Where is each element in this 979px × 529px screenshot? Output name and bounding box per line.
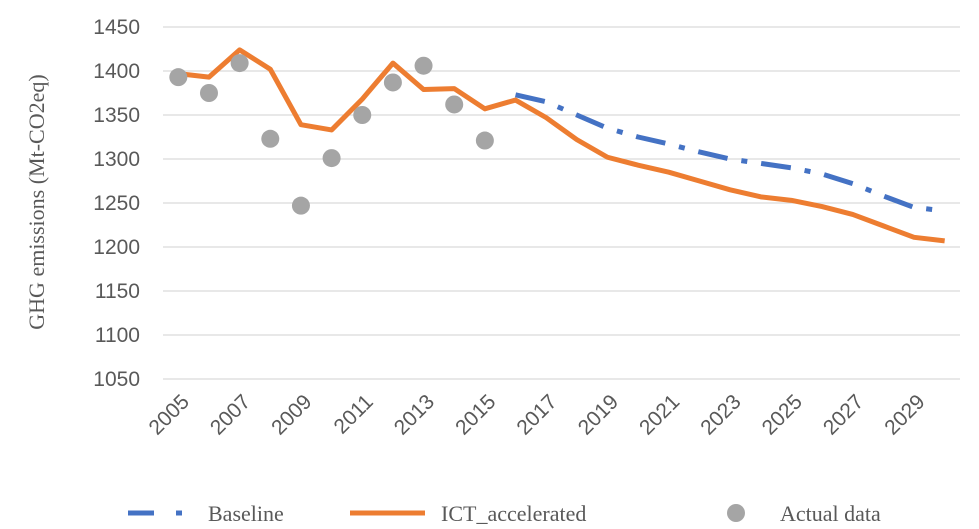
legend-item-baseline: Baseline <box>128 501 284 526</box>
x-axis-ticks: 2005 2007 2009 2011 2013 2015 2017 2019 2021 2023… <box>145 390 930 439</box>
data-point-2011 <box>353 106 372 124</box>
legend-item-ict-accelerated: ICT_accelerated <box>350 501 586 526</box>
y-tick-label-1150: 1150 <box>95 280 140 303</box>
legend-label: ICT_accelerated <box>441 501 586 526</box>
series-line <box>514 92 945 214</box>
y-tick-label-1300: 1300 <box>93 148 140 171</box>
data-point-2005 <box>169 68 188 87</box>
series-baseline <box>514 92 945 214</box>
x-tick-label-2007: 2007 <box>206 390 255 439</box>
x-tick-label-2015: 2015 <box>451 390 500 439</box>
x-tick-label-2009: 2009 <box>267 390 316 439</box>
x-tick-label-2017: 2017 <box>512 390 561 439</box>
x-tick-label-2021: 2021 <box>635 390 684 439</box>
x-tick-label-2027: 2027 <box>819 390 868 439</box>
data-point-2012 <box>383 73 402 92</box>
y-tick-label-1200: 1200 <box>93 236 140 259</box>
legend-label: Baseline <box>208 501 284 526</box>
y-tick-label-1250: 1250 <box>93 192 140 215</box>
x-tick-label-2025: 2025 <box>758 390 807 439</box>
data-point-2010 <box>322 149 341 168</box>
series-ict-accelerated <box>178 47 945 244</box>
x-tick-label-2011: 2011 <box>330 390 378 438</box>
x-tick-label-2013: 2013 <box>390 390 439 439</box>
y-tick-label-1450: 1450 <box>93 16 140 39</box>
legend-marker <box>727 504 745 522</box>
x-tick-label-2005: 2005 <box>145 390 194 439</box>
y-axis-ticks: 1050 1100 1150 1200 1250 1300 1350 1400 1450 <box>93 16 140 391</box>
y-tick-label-1350: 1350 <box>93 104 140 127</box>
gridlines <box>163 26 960 380</box>
y-axis-label: GHG emissions (Mt-CO2eq) <box>24 74 49 329</box>
series <box>169 47 945 244</box>
x-tick-label-2019: 2019 <box>574 390 623 439</box>
x-tick-label-2023: 2023 <box>696 390 745 439</box>
data-point-2007 <box>230 54 249 73</box>
legend-label: Actual data <box>780 501 881 526</box>
data-point-2006 <box>199 84 218 102</box>
legend: Baseline ICT_accelerated Actual data <box>128 501 881 526</box>
x-tick-label-2029: 2029 <box>880 390 929 439</box>
series-line <box>178 47 945 244</box>
data-point-2013 <box>414 56 433 75</box>
y-tick-label-1050: 1050 <box>93 368 140 391</box>
data-point-2014 <box>445 95 464 114</box>
y-tick-label-1100: 1100 <box>95 324 140 347</box>
data-point-2015 <box>475 131 494 150</box>
y-tick-label-1400: 1400 <box>93 60 140 83</box>
data-point-2008 <box>261 129 280 148</box>
series-actual-data <box>169 54 494 215</box>
data-point-2009 <box>291 196 310 215</box>
legend-item-actual-data: Actual data <box>727 501 881 526</box>
